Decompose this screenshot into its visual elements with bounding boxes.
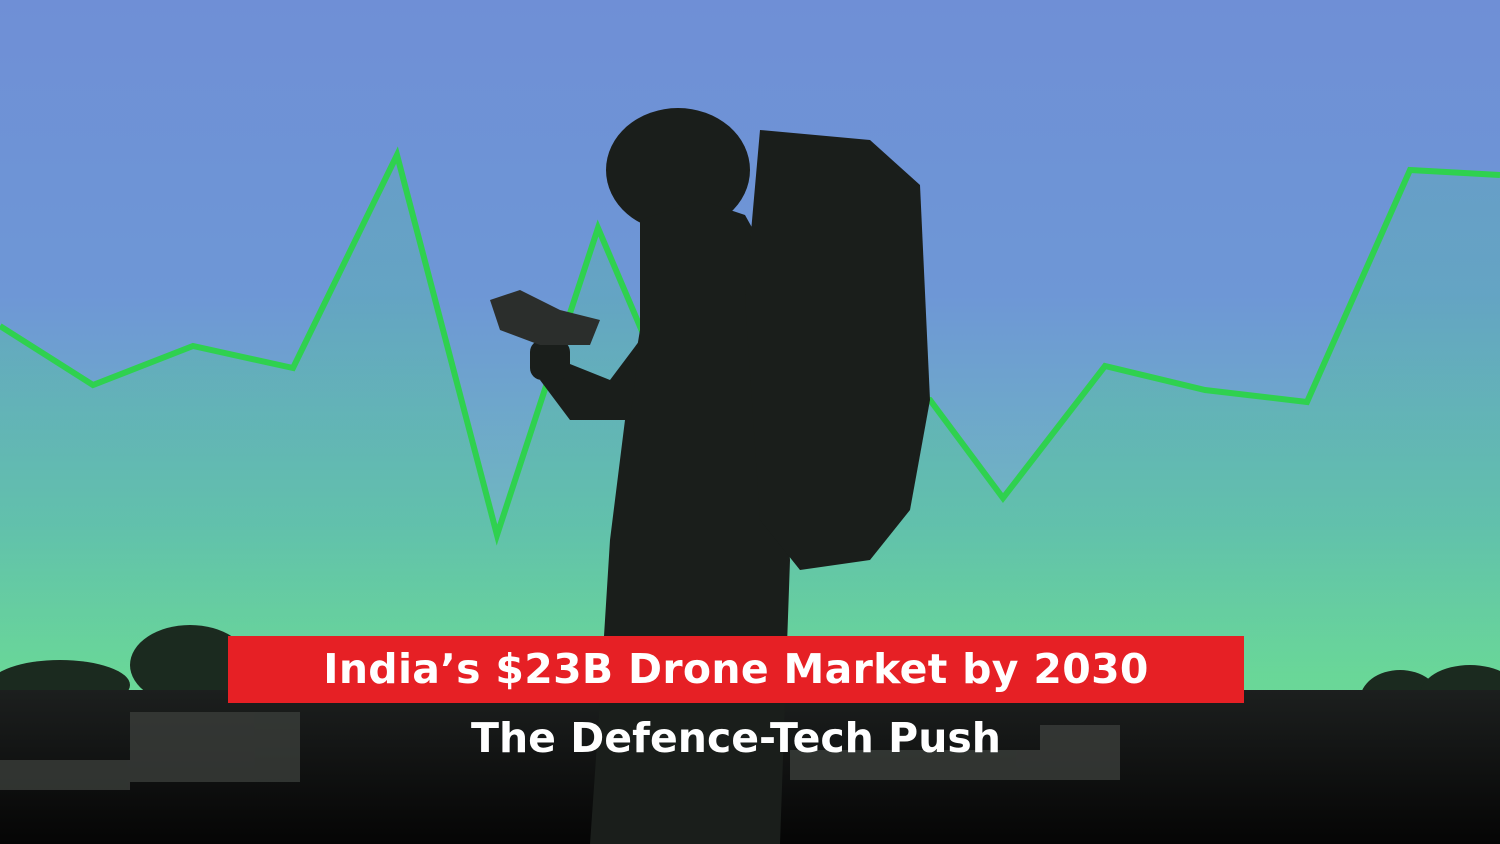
headline-subtitle: The Defence-Tech Push [471, 714, 1001, 762]
title-banner [228, 636, 1244, 703]
headline-title: India’s $23B Drone Market by 2030 [323, 645, 1149, 693]
buildings [0, 712, 1120, 790]
